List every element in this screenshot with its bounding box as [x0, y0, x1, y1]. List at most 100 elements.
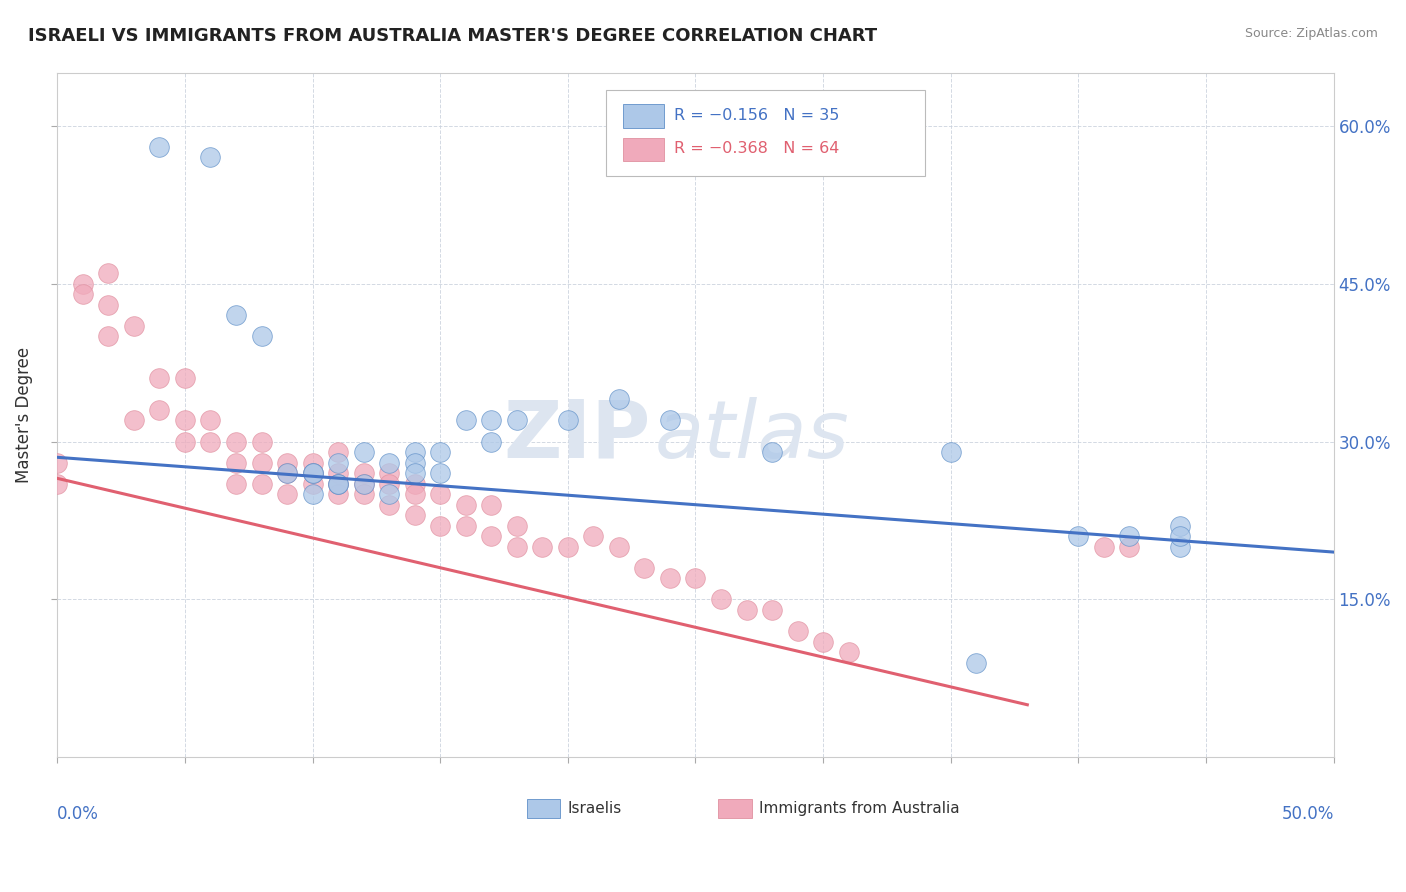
Point — [122, 318, 145, 333]
Point — [200, 150, 222, 164]
Point — [353, 445, 375, 459]
Point — [276, 487, 298, 501]
Point — [761, 603, 783, 617]
Point — [326, 476, 349, 491]
Point — [46, 456, 69, 470]
Point — [404, 508, 426, 523]
Point — [1170, 518, 1192, 533]
Point — [174, 413, 197, 427]
Point — [46, 476, 69, 491]
Point — [326, 445, 349, 459]
Point — [301, 476, 323, 491]
Point — [811, 634, 834, 648]
Point — [479, 413, 502, 427]
Point — [1092, 540, 1115, 554]
Point — [326, 456, 349, 470]
Point — [735, 603, 758, 617]
Point — [557, 540, 579, 554]
Point — [200, 434, 222, 449]
Point — [378, 456, 401, 470]
Text: R = −0.368   N = 64: R = −0.368 N = 64 — [673, 142, 839, 156]
Text: Source: ZipAtlas.com: Source: ZipAtlas.com — [1244, 27, 1378, 40]
Point — [276, 466, 298, 480]
Point — [965, 656, 987, 670]
Point — [326, 466, 349, 480]
Point — [838, 645, 860, 659]
Point — [685, 571, 707, 585]
Point — [378, 466, 401, 480]
Point — [429, 466, 451, 480]
Point — [404, 466, 426, 480]
Point — [1118, 540, 1140, 554]
Y-axis label: Master's Degree: Master's Degree — [15, 347, 32, 483]
Point — [174, 434, 197, 449]
Point — [404, 487, 426, 501]
Point — [250, 329, 273, 343]
Point — [1118, 529, 1140, 543]
Point — [378, 498, 401, 512]
Point — [72, 277, 94, 291]
Point — [479, 498, 502, 512]
Point — [276, 466, 298, 480]
Point — [404, 476, 426, 491]
Point — [301, 456, 323, 470]
Point — [353, 476, 375, 491]
Point — [786, 624, 808, 638]
Point — [301, 466, 323, 480]
Point — [404, 456, 426, 470]
FancyBboxPatch shape — [718, 799, 752, 818]
Point — [250, 476, 273, 491]
Point — [658, 413, 681, 427]
Point — [607, 392, 630, 407]
Point — [174, 371, 197, 385]
Point — [582, 529, 605, 543]
Point — [250, 434, 273, 449]
Point — [1170, 529, 1192, 543]
Point — [454, 518, 477, 533]
Text: 0.0%: 0.0% — [58, 805, 100, 823]
Point — [939, 445, 962, 459]
Point — [378, 476, 401, 491]
Point — [148, 139, 170, 153]
Point — [531, 540, 554, 554]
Point — [301, 487, 323, 501]
Point — [148, 403, 170, 417]
FancyBboxPatch shape — [606, 90, 925, 176]
Point — [1067, 529, 1090, 543]
Text: ZIP: ZIP — [503, 397, 651, 475]
Point — [454, 413, 477, 427]
Point — [72, 287, 94, 301]
Point — [97, 329, 120, 343]
FancyBboxPatch shape — [623, 138, 664, 161]
Point — [200, 413, 222, 427]
Point — [353, 466, 375, 480]
Text: Israelis: Israelis — [568, 801, 621, 816]
FancyBboxPatch shape — [527, 799, 560, 818]
Point — [326, 476, 349, 491]
Point — [250, 456, 273, 470]
Point — [353, 487, 375, 501]
Point — [607, 540, 630, 554]
Point — [353, 476, 375, 491]
Point — [479, 529, 502, 543]
Point — [404, 445, 426, 459]
FancyBboxPatch shape — [623, 104, 664, 128]
Point — [326, 487, 349, 501]
Point — [761, 445, 783, 459]
Point — [506, 413, 529, 427]
Text: R = −0.156   N = 35: R = −0.156 N = 35 — [673, 108, 839, 123]
Point — [710, 592, 733, 607]
Text: Immigrants from Australia: Immigrants from Australia — [759, 801, 960, 816]
Point — [148, 371, 170, 385]
Point — [429, 487, 451, 501]
Point — [225, 476, 247, 491]
Point — [454, 498, 477, 512]
Point — [225, 434, 247, 449]
Point — [378, 487, 401, 501]
Point — [301, 466, 323, 480]
Text: atlas: atlas — [655, 397, 849, 475]
Point — [225, 308, 247, 322]
Point — [633, 561, 655, 575]
Text: ISRAELI VS IMMIGRANTS FROM AUSTRALIA MASTER'S DEGREE CORRELATION CHART: ISRAELI VS IMMIGRANTS FROM AUSTRALIA MAS… — [28, 27, 877, 45]
Point — [97, 266, 120, 280]
